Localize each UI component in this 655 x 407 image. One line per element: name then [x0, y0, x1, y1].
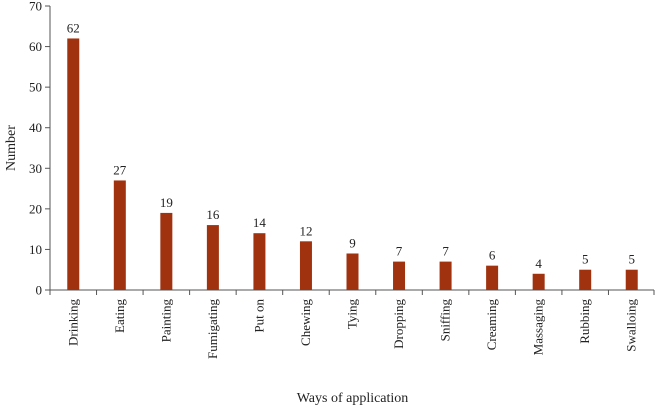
bar [439, 261, 452, 290]
x-axis [49, 289, 655, 295]
category-label: Swalloing [624, 299, 639, 352]
bar [486, 265, 499, 290]
y-tick-label: 30 [29, 161, 42, 176]
y-tick-label: 40 [29, 120, 42, 135]
bar [346, 253, 359, 290]
data-label: 4 [535, 256, 542, 271]
y-tick-label: 20 [29, 201, 42, 216]
category-label: Painting [158, 299, 173, 343]
data-label: 14 [253, 215, 267, 230]
data-label: 9 [349, 235, 356, 250]
data-label: 62 [67, 20, 80, 35]
y-axis-title: Number [4, 125, 19, 171]
bar [579, 269, 592, 290]
y-axis: 0 10 20 30 40 50 60 70 [29, 0, 51, 298]
data-label: 16 [206, 207, 220, 222]
data-label: 7 [442, 244, 449, 259]
data-label: 6 [489, 248, 496, 263]
data-label: 12 [299, 223, 312, 238]
bar [160, 212, 173, 290]
category-label: Creaming [484, 299, 499, 351]
y-tick-label: 60 [29, 39, 42, 54]
bar [67, 38, 80, 291]
bar [532, 273, 545, 290]
bar [299, 241, 312, 290]
bar [113, 180, 126, 290]
x-axis-title: Ways of application [297, 391, 409, 406]
category-label: Drinking [65, 299, 80, 346]
category-label: Chewing [298, 299, 313, 346]
category-label: Dropping [391, 299, 406, 349]
bar [206, 225, 219, 290]
category-label: Sniffing [438, 299, 453, 342]
bar [625, 269, 638, 290]
bar [393, 261, 406, 290]
data-label: 27 [113, 162, 127, 177]
bar [253, 233, 266, 290]
data-label: 7 [396, 244, 403, 259]
category-labels: Drinking Eating Painting Fumigating Put on Ch… [65, 299, 638, 359]
category-label: Eating [112, 299, 127, 333]
y-tick-label: 50 [29, 80, 42, 95]
y-tick-label: 70 [29, 0, 42, 14]
y-tick-label: 0 [36, 283, 43, 298]
category-label: Rubbing [577, 299, 592, 344]
category-label: Put on [251, 299, 266, 333]
y-tick-label: 10 [29, 242, 42, 257]
category-label: Tying [345, 299, 360, 330]
bars [67, 38, 638, 291]
data-labels: 62 27 19 16 14 12 9 7 7 6 4 5 5 [67, 20, 635, 270]
data-label: 5 [628, 252, 635, 267]
category-label: Massaging [531, 299, 546, 356]
data-label: 5 [582, 252, 589, 267]
category-label: Fumigating [205, 299, 220, 359]
data-label: 19 [160, 195, 173, 210]
